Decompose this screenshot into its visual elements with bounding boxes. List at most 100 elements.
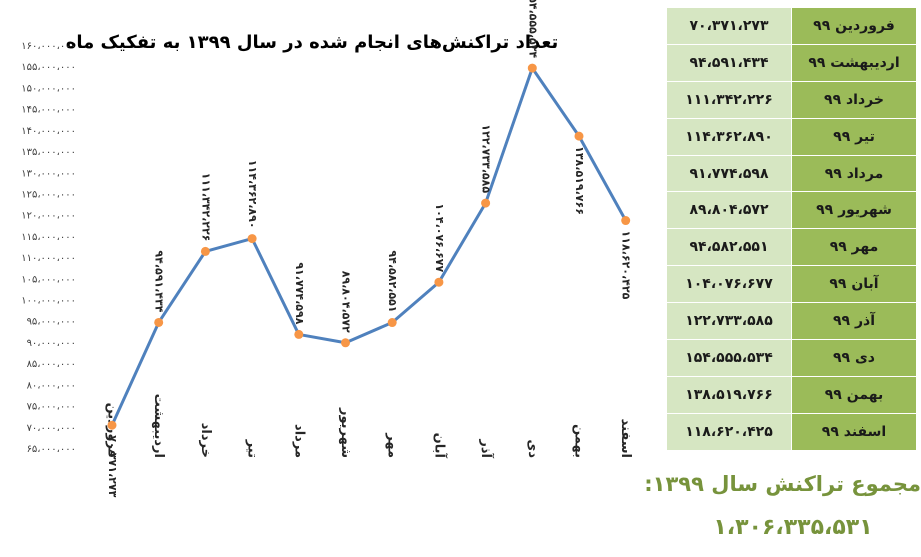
x-tick-label: آبان	[431, 433, 448, 459]
table-row: ۷۰،۳۷۱،۲۷۳ فروردین ۹۹	[666, 7, 917, 45]
table-cell-value: ۸۹،۸۰۴،۵۷۲	[666, 191, 792, 230]
y-tick-label: ۱۴۵،۰۰۰،۰۰۰	[21, 105, 76, 116]
total-label: مجموع تراکنش سال ۱۳۹۹:	[644, 472, 921, 496]
series-polyline	[110, 66, 628, 426]
data-label: ۸۹،۸۰۴،۵۷۲	[340, 271, 353, 333]
table-cell-month: آذر ۹۹	[791, 302, 917, 341]
y-tick-label: ۱۳۰،۰۰۰،۰۰۰	[21, 168, 76, 179]
x-tick-label: خرداد	[198, 423, 213, 458]
data-label: ۱۰۴،۰۷۶،۶۷۷	[433, 203, 446, 272]
table-row: ۸۹،۸۰۴،۵۷۲ شهریور ۹۹	[666, 191, 917, 230]
data-label: ۱۲۲،۷۳۳،۵۸۵	[480, 124, 493, 193]
y-tick-label: ۱۲۵،۰۰۰،۰۰۰	[21, 189, 76, 200]
data-point	[107, 420, 117, 430]
table-row: ۱۵۴،۵۵۵،۵۳۴ دی ۹۹	[666, 339, 917, 377]
y-tick-label: ۱۰۰،۰۰۰،۰۰۰	[21, 296, 76, 307]
data-point	[154, 317, 164, 327]
data-label: ۱۱۱،۳۴۲،۲۲۶	[199, 173, 212, 242]
data-point	[527, 63, 537, 73]
y-tick-label: ۷۰،۰۰۰،۰۰۰	[27, 423, 76, 434]
y-tick-label: ۷۵،۰۰۰،۰۰۰	[27, 402, 76, 413]
x-tick-label: اردیبهشت	[151, 394, 166, 458]
table-cell-value: ۱۱۱،۳۴۲،۲۲۶	[666, 80, 792, 119]
x-tick-label: بهمن	[572, 424, 587, 458]
data-point	[200, 246, 210, 256]
data-point	[294, 329, 304, 339]
data-label: ۱۱۸،۶۲۰،۴۲۵	[620, 231, 633, 300]
y-tick-label: ۱۵۵،۰۰۰،۰۰۰	[21, 62, 76, 73]
x-tick-label: دی	[525, 439, 540, 458]
table-row: ۱۱۱،۳۴۲،۲۲۶ خرداد ۹۹	[666, 80, 917, 119]
x-tick-label: آذر	[478, 438, 495, 458]
table-cell-month: مرداد ۹۹	[791, 154, 917, 193]
data-label: ۷۰،۳۷۱،۲۷۳	[106, 435, 119, 497]
y-tick-label: ۸۰،۰۰۰،۰۰۰	[27, 380, 76, 391]
table-cell-value: ۷۰،۳۷۱،۲۷۳	[666, 7, 792, 45]
table-row: ۹۴،۵۸۲،۵۵۱ مهر ۹۹	[666, 228, 917, 267]
x-tick-label: مهر	[385, 432, 400, 458]
y-tick-label: ۱۱۵،۰۰۰،۰۰۰	[21, 232, 76, 243]
table-cell-month: بهمن ۹۹	[791, 375, 917, 414]
table-cell-month: آبان ۹۹	[791, 265, 917, 304]
y-tick-label: ۶۵،۰۰۰،۰۰۰	[27, 444, 76, 455]
table-cell-value: ۱۰۴،۰۷۶،۶۷۷	[666, 265, 792, 304]
y-tick-label: ۱۲۰،۰۰۰،۰۰۰	[21, 211, 76, 222]
series-line	[107, 63, 631, 430]
data-label: ۹۱،۷۷۴،۵۹۸	[293, 262, 306, 324]
data-label: ۱۳۸،۵۱۹،۷۶۶	[573, 146, 586, 215]
data-point	[481, 198, 491, 208]
table-cell-value: ۹۴،۵۹۱،۴۳۴	[666, 43, 792, 82]
table-cell-month: تیر ۹۹	[791, 117, 917, 156]
table-row: ۹۴،۵۹۱،۴۳۴ اردیبهشت ۹۹	[666, 43, 917, 82]
table-row: ۹۱،۷۷۴،۵۹۸ مرداد ۹۹	[666, 154, 917, 193]
table-row: ۱۲۲،۷۳۳،۵۸۵ آذر ۹۹	[666, 302, 917, 341]
y-tick-label: ۸۵،۰۰۰،۰۰۰	[27, 359, 76, 370]
data-label: ۱۵۴،۵۵۵،۵۳۴	[526, 0, 539, 58]
table-cell-month: اسفند ۹۹	[791, 412, 917, 451]
y-axis-ticks: ۶۵،۰۰۰،۰۰۰ ۷۰،۰۰۰،۰۰۰ ۷۵،۰۰۰،۰۰۰ ۸۰،۰۰۰،۰۰۰…	[21, 41, 76, 455]
table-cell-month: مهر ۹۹	[791, 228, 917, 267]
table-cell-value: ۹۴،۵۸۲،۵۵۱	[666, 228, 792, 267]
data-point	[247, 234, 257, 244]
x-tick-label: مرداد	[291, 424, 306, 458]
table-cell-month: خرداد ۹۹	[791, 80, 917, 119]
monthly-values-table: ۷۰،۳۷۱،۲۷۳ فروردین ۹۹ ۹۴،۵۹۱،۴۳۴ اردیبهشت ۹…	[666, 7, 917, 451]
y-tick-label: ۱۶۰،۰۰۰،۰۰۰	[21, 41, 76, 52]
x-tick-label: اسفند	[618, 419, 633, 458]
data-point	[621, 216, 631, 226]
total-value: ۱،۳۰۶،۳۳۵،۵۳۱	[713, 515, 873, 540]
data-label: ۱۱۴،۳۶۲،۸۹۰	[246, 160, 259, 229]
y-tick-label: ۹۰،۰۰۰،۰۰۰	[27, 338, 76, 349]
x-tick-label: تیر	[245, 439, 260, 458]
table-cell-value: ۱۵۴،۵۵۵،۵۳۴	[666, 339, 792, 377]
table-cell-month: اردیبهشت ۹۹	[791, 43, 917, 82]
y-tick-label: ۹۵،۰۰۰،۰۰۰	[27, 317, 76, 328]
y-tick-label: ۱۵۰،۰۰۰،۰۰۰	[21, 83, 76, 94]
chart-title: تعداد تراکنش‌های انجام شده در سال ۱۳۹۹ ب…	[66, 32, 559, 53]
data-point	[574, 131, 584, 141]
table-cell-value: ۱۱۸،۶۲۰،۴۲۵	[666, 412, 792, 451]
table-cell-value: ۹۱،۷۷۴،۵۹۸	[666, 154, 792, 193]
table-cell-month: شهریور ۹۹	[791, 191, 917, 230]
y-tick-label: ۱۳۵،۰۰۰،۰۰۰	[21, 147, 76, 158]
data-label: ۹۴،۵۹۱،۴۳۴	[153, 250, 166, 312]
y-tick-label: ۱۰۵،۰۰۰،۰۰۰	[21, 274, 76, 285]
table-row: ۱۰۴،۰۷۶،۶۷۷ آبان ۹۹	[666, 265, 917, 304]
table-cell-month: فروردین ۹۹	[791, 7, 917, 45]
table-cell-value: ۱۱۴،۳۶۲،۸۹۰	[666, 117, 792, 156]
y-tick-label: ۱۱۰،۰۰۰،۰۰۰	[21, 253, 76, 264]
data-point	[387, 318, 397, 328]
data-labels: ۷۰،۳۷۱،۲۷۳ ۹۴،۵۹۱،۴۳۴ ۱۱۱،۳۴۲،۲۲۶ ۱۱۴،۳۶۲،۸…	[106, 0, 633, 498]
data-point	[341, 338, 350, 348]
y-tick-label: ۱۴۰،۰۰۰،۰۰۰	[21, 126, 76, 137]
table-cell-month: دی ۹۹	[791, 339, 917, 377]
table-row: ۱۱۴،۳۶۲،۸۹۰ تیر ۹۹	[666, 117, 917, 156]
x-tick-label: شهریور	[338, 407, 353, 458]
table-row: ۱۱۸،۶۲۰،۴۲۵ اسفند ۹۹	[666, 412, 917, 451]
data-point	[434, 277, 444, 287]
table-row: ۱۳۸،۵۱۹،۷۶۶ بهمن ۹۹	[666, 375, 917, 414]
line-chart: تعداد تراکنش‌های انجام شده در سال ۱۳۹۹ ب…	[21, 0, 634, 498]
x-axis-labels: فروردین اردیبهشت خرداد تیر مرداد شهریور مهر آبا…	[105, 394, 634, 459]
data-label: ۹۴،۵۸۲،۵۵۱	[386, 250, 399, 312]
table-cell-value: ۱۳۸،۵۱۹،۷۶۶	[666, 375, 792, 414]
